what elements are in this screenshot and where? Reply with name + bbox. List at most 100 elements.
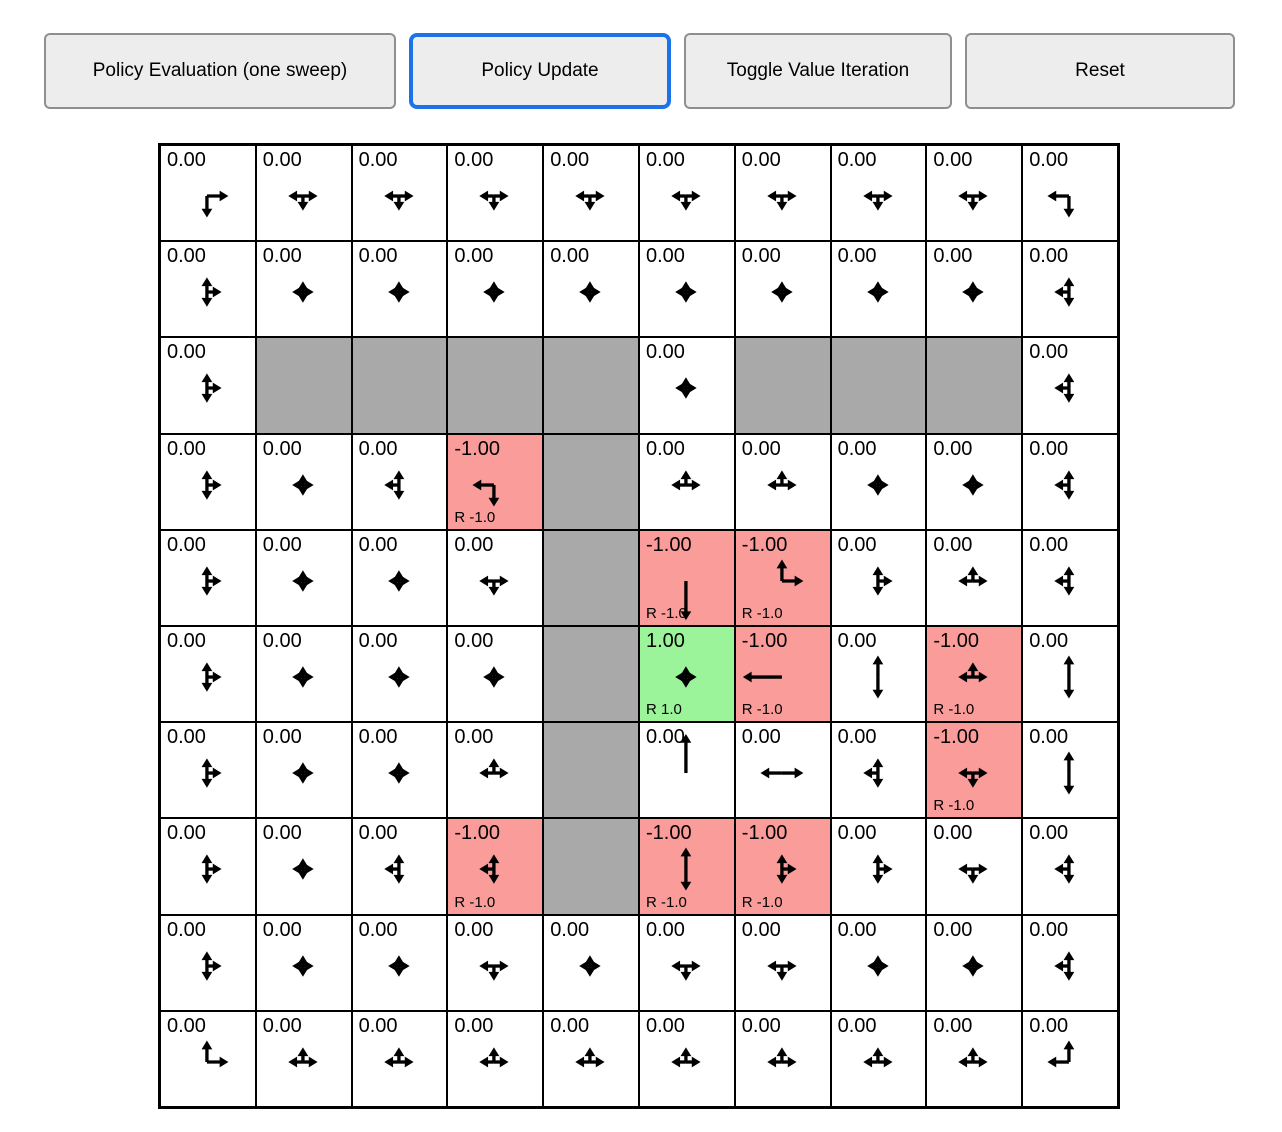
- policy-arrows-icon: [675, 377, 697, 400]
- cell-value: 0.00: [358, 149, 398, 171]
- grid-cell-r2c1: [255, 337, 352, 434]
- grid-cell-r8c8: 0.00: [926, 914, 1023, 1011]
- grid-cell-r0c7: 0.00: [830, 145, 927, 242]
- grid-cell-r3c0: 0.00: [160, 433, 256, 530]
- grid-cell-r7c1: 0.00: [255, 818, 352, 915]
- grid-cell-r6c2: 0.00: [351, 722, 448, 819]
- grid-cell-r9c0: 0.00: [160, 1010, 256, 1107]
- cell-value: 0.00: [1029, 149, 1069, 171]
- grid-cell-r7c2: 0.00: [351, 818, 448, 915]
- cell-value: 0.00: [167, 1014, 206, 1037]
- grid-cell-r9c3: 0.00: [447, 1010, 544, 1107]
- policy-arrows-icon: [671, 960, 701, 981]
- grid-cell-r2c7: [830, 337, 927, 434]
- grid-cell-r0c6: 0.00: [734, 145, 831, 242]
- cell-value: -1.00: [454, 822, 500, 845]
- cell-value: 0.00: [741, 149, 781, 171]
- cell-value: 0.00: [262, 726, 302, 749]
- cell-value: 0.00: [262, 149, 302, 171]
- policy-evaluation-button[interactable]: Policy Evaluation (one sweep): [44, 33, 396, 109]
- grid-cell-r4c9: 0.00: [1022, 529, 1118, 626]
- grid-cell-r4c7: 0.00: [830, 529, 927, 626]
- cell-value: 0.00: [167, 918, 206, 941]
- policy-arrows-icon: [288, 1047, 318, 1068]
- policy-arrows-icon: [201, 190, 229, 218]
- cell-value: 0.00: [167, 437, 206, 460]
- cell-reward-label: R -1.0: [933, 701, 975, 719]
- cell-reward-label: R -1.0: [741, 604, 783, 622]
- grid-cell-r5c3: 0.00: [447, 625, 544, 723]
- cell-value: 0.00: [454, 726, 494, 749]
- policy-arrows-icon: [479, 960, 509, 981]
- cell-value: -1.00: [933, 629, 979, 652]
- cell-value: 0.00: [550, 1014, 590, 1037]
- grid-cell-r6c1: 0.00: [255, 722, 352, 819]
- toggle-value-iteration-button[interactable]: Toggle Value Iteration: [684, 33, 952, 109]
- policy-arrows-icon: [291, 858, 314, 881]
- grid-cell-r5c6: -1.00 R -1.0: [734, 625, 831, 723]
- policy-arrows-icon: [291, 570, 314, 592]
- policy-arrows-icon: [866, 954, 889, 977]
- cell-value: 0.00: [933, 437, 973, 460]
- cell-value: 0.00: [358, 533, 398, 556]
- cell-value: 0.00: [1029, 822, 1069, 845]
- policy-arrows-icon: [958, 1047, 988, 1068]
- reset-button[interactable]: Reset: [965, 33, 1235, 109]
- policy-arrows-icon: [387, 954, 410, 977]
- policy-arrows-icon: [767, 190, 797, 211]
- cell-value: 0.00: [646, 918, 685, 941]
- grid-cell-r4c4: [543, 529, 639, 626]
- grid-cell-r0c4: 0.00: [543, 145, 639, 242]
- policy-arrows-icon: [483, 666, 506, 688]
- policy-arrows-icon: [201, 1040, 229, 1068]
- grid-cell-r1c7: 0.00: [830, 241, 927, 338]
- cell-value: 0.00: [262, 245, 302, 268]
- policy-arrows-icon: [291, 666, 314, 688]
- grid-cell-r5c0: 0.00: [160, 625, 256, 723]
- grid-cell-r2c6: [734, 337, 831, 434]
- policy-arrows-icon: [201, 373, 222, 404]
- policy-arrows-icon: [387, 570, 410, 592]
- grid-cell-r7c3: -1.00 R -1.0: [447, 818, 544, 915]
- policy-arrows-icon: [288, 190, 318, 211]
- cell-value: -1.00: [933, 726, 979, 749]
- policy-arrows-icon: [962, 954, 985, 977]
- cell-value: -1.00: [741, 629, 788, 652]
- policy-arrows-icon: [767, 960, 797, 981]
- grid-cell-r0c9: 0.00: [1022, 145, 1118, 242]
- cell-reward-label: R -1.0: [741, 701, 783, 719]
- cell-value: 0.00: [167, 822, 206, 845]
- policy-update-button[interactable]: Policy Update: [409, 33, 671, 109]
- grid-cell-r2c5: 0.00: [639, 337, 735, 434]
- policy-arrows-icon: [862, 190, 893, 211]
- cell-value: 0.00: [1029, 629, 1069, 652]
- policy-arrows-icon: [675, 666, 697, 688]
- cell-value: 0.00: [454, 1014, 494, 1037]
- grid-cell-r4c2: 0.00: [351, 529, 448, 626]
- grid-cell-r2c2: [351, 337, 448, 434]
- policy-arrows-icon: [872, 655, 883, 699]
- policy-arrows-icon: [479, 854, 500, 885]
- cell-value: 0.00: [550, 245, 590, 268]
- policy-arrows-icon: [1047, 190, 1075, 218]
- grid-cell-r7c8: 0.00: [926, 818, 1023, 915]
- grid-cell-r1c9: 0.00: [1022, 241, 1118, 338]
- grid-cell-r4c6: -1.00 R -1.0: [734, 529, 831, 626]
- grid-cell-r3c8: 0.00: [926, 433, 1023, 530]
- grid-cell-r6c7: 0.00: [830, 722, 927, 819]
- cell-value: 0.00: [358, 726, 398, 749]
- policy-arrows-icon: [776, 854, 797, 885]
- cell-value: 0.00: [454, 918, 494, 941]
- policy-arrows-icon: [291, 762, 314, 784]
- policy-arrows-icon: [680, 580, 692, 620]
- grid-cell-r1c8: 0.00: [926, 241, 1023, 338]
- grid-cell-r9c5: 0.00: [639, 1010, 735, 1107]
- cell-value: 0.00: [550, 918, 590, 941]
- toolbar: Policy Evaluation (one sweep) Policy Upd…: [44, 33, 1235, 109]
- grid-cell-r4c0: 0.00: [160, 529, 256, 626]
- cell-value: 0.00: [1029, 1014, 1069, 1037]
- cell-value: 0.00: [933, 822, 973, 845]
- cell-value: 0.00: [741, 437, 781, 460]
- cell-value: 0.00: [358, 245, 398, 268]
- policy-arrows-icon: [483, 281, 506, 303]
